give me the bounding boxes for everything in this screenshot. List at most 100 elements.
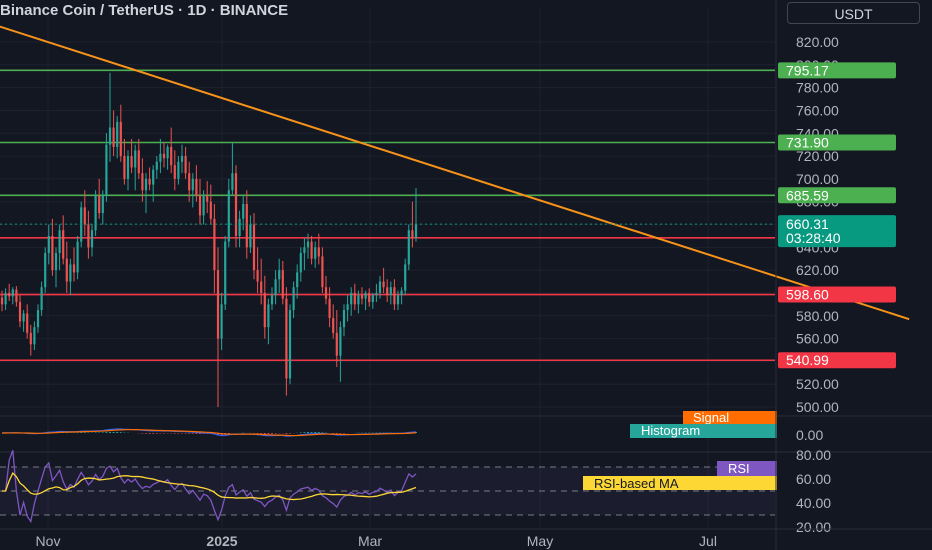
candle-body <box>364 292 367 299</box>
candle-body <box>8 292 11 297</box>
candle-body <box>101 195 104 214</box>
candle-body <box>249 224 252 248</box>
time-tick-label: Jul <box>699 533 717 549</box>
candle-body <box>206 195 209 202</box>
candle-body <box>278 270 281 280</box>
macd-tick-label: 0.00 <box>796 427 823 443</box>
candle-body <box>173 165 176 179</box>
candle-body <box>141 173 144 191</box>
price-pane <box>0 8 932 528</box>
candle-body <box>134 150 137 168</box>
candle-body <box>180 156 184 162</box>
candle-body <box>371 295 374 303</box>
candle-body <box>281 270 284 299</box>
candle-body <box>26 313 29 333</box>
rsi-tick-label: 60.00 <box>796 471 831 487</box>
macd-signal-line <box>1 429 417 437</box>
candle-body <box>62 230 65 259</box>
candle-body <box>407 230 410 265</box>
candle-body <box>47 235 50 254</box>
level-label-bg <box>778 187 896 204</box>
candle-body <box>350 292 353 305</box>
candle-body <box>296 272 299 288</box>
candle-body <box>234 173 238 236</box>
price-tick-label: 720.00 <box>796 148 839 164</box>
price-tick-label: 760.00 <box>796 102 839 118</box>
candle-body <box>87 224 90 248</box>
candle-body <box>256 270 259 282</box>
histogram-tag: Histogram <box>641 423 700 438</box>
candle-body <box>54 253 58 271</box>
level-label-bg <box>778 62 896 79</box>
candle-body <box>170 146 173 166</box>
candle-body <box>29 332 32 345</box>
candle-body <box>285 298 288 379</box>
time-tick-label: 2025 <box>206 533 237 549</box>
candle-body <box>162 153 166 159</box>
candle-body <box>22 313 25 322</box>
candle-body <box>4 292 7 305</box>
candle-body <box>292 287 295 311</box>
candle-body <box>242 203 245 219</box>
level-label-bg <box>778 286 896 303</box>
candle-body <box>94 195 97 231</box>
candle-body <box>411 230 414 239</box>
candle-body <box>0 297 4 305</box>
candle-body <box>368 292 371 303</box>
level-label-bg <box>778 352 896 369</box>
candle-body <box>198 195 202 216</box>
candle-body <box>137 150 140 174</box>
candle-body <box>342 310 346 328</box>
candle-body <box>303 247 306 254</box>
candle-body <box>386 287 389 296</box>
level-label-bg <box>778 134 896 151</box>
level-label: 540.99 <box>786 352 829 368</box>
candle-body <box>288 310 292 379</box>
rsi-ma-line <box>2 472 417 501</box>
candle-body <box>83 207 86 225</box>
price-axis: 820.00800.00780.00760.00740.00720.00700.… <box>775 0 896 550</box>
candle-body <box>33 327 36 345</box>
candle-body <box>393 287 396 305</box>
candle-body <box>188 173 191 191</box>
candle-body <box>166 146 169 159</box>
candle-body <box>202 195 205 216</box>
candle-body <box>360 295 364 299</box>
candle-body <box>332 318 335 333</box>
time-axis: Nov 2025 Mar May Jul <box>0 528 932 549</box>
currency-button[interactable]: USDT <box>787 2 920 24</box>
candle-body <box>306 241 310 248</box>
candle-body <box>18 302 22 322</box>
candle-body <box>11 289 14 297</box>
candle-body <box>227 190 230 242</box>
rsi-tick-label: 40.00 <box>796 495 831 511</box>
signal-tag-bg <box>683 411 777 424</box>
price-tick-label: 700.00 <box>796 171 839 187</box>
candle-body <box>152 169 155 185</box>
level-label: 685.59 <box>786 187 829 203</box>
rsi-pane: RSI RSI-based MA <box>0 449 777 524</box>
price-tick-label: 520.00 <box>796 376 839 392</box>
candle-body <box>123 156 126 179</box>
level-label: 598.60 <box>786 287 829 303</box>
level-label: 731.90 <box>786 134 829 150</box>
current-price-bg <box>778 215 896 248</box>
candle-body <box>177 161 180 179</box>
time-tick-label: May <box>527 533 553 549</box>
candle-body <box>357 295 360 305</box>
candle-body <box>72 264 76 273</box>
candle-body <box>335 332 338 356</box>
rsi-tag-bg <box>717 461 777 476</box>
candle-body <box>263 292 266 328</box>
candle-body <box>126 156 130 179</box>
rsi-ma-tag: RSI-based MA <box>594 476 679 491</box>
candle-body <box>404 264 407 291</box>
candle-body <box>112 127 115 147</box>
candle-body <box>220 304 223 339</box>
candle-body <box>389 287 392 296</box>
candle-body <box>191 178 194 191</box>
candle-body <box>414 224 418 239</box>
